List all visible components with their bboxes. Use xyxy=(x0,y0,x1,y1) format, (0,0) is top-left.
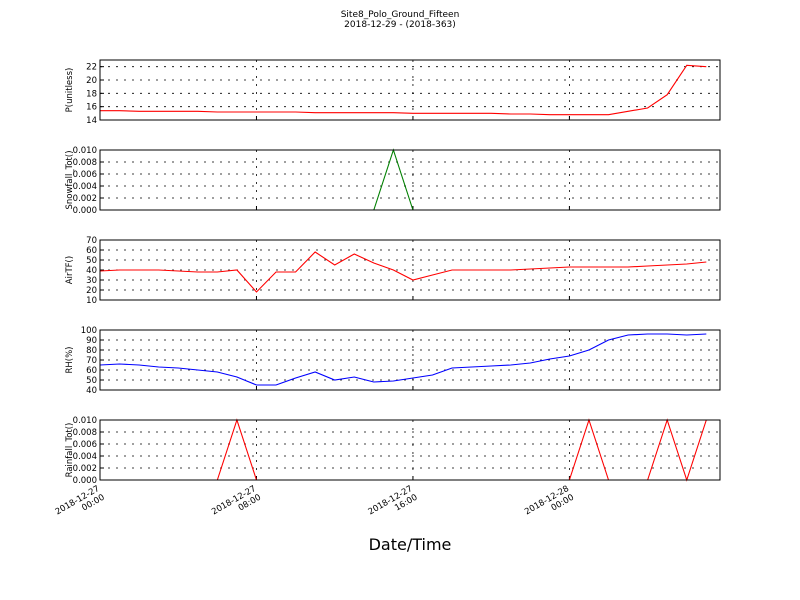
x-tick-label: 2018-12-2708:00 xyxy=(210,484,263,526)
y-tick-label: 0.006 xyxy=(73,440,97,450)
y-tick-label: 80 xyxy=(86,346,97,356)
data-line xyxy=(99,251,707,293)
y-tick-label: 10 xyxy=(86,296,97,306)
y-tick-label: 0.000 xyxy=(73,206,97,216)
y-tick-label: 90 xyxy=(86,336,97,346)
y-tick-label: 70 xyxy=(86,356,97,366)
y-tick-label: 14 xyxy=(86,116,97,126)
plot-frame xyxy=(99,419,721,481)
y-tick-label: 20 xyxy=(86,76,97,86)
y-tick-label: 0.002 xyxy=(73,464,97,474)
y-tick-label: 0.010 xyxy=(73,416,97,426)
y-tick-label: 0.006 xyxy=(73,170,97,180)
y-tick-label: 100 xyxy=(81,326,97,336)
y-tick-label: 20 xyxy=(86,286,97,296)
y-tick-label: 40 xyxy=(86,386,97,396)
chart-title: Site8_Polo_Ground_Fifteen xyxy=(341,10,460,20)
x-tick-label: 2018-12-2716:00 xyxy=(367,484,420,526)
x-tick-label: 2018-12-2800:00 xyxy=(523,484,576,526)
y-tick-label: 0.008 xyxy=(73,158,97,168)
plot-frame xyxy=(99,239,721,301)
plot-frame xyxy=(99,149,721,211)
chart-subtitle: 2018-12-29 - (2018-363) xyxy=(344,20,456,30)
y-axis-label: Snowfall_Tot() xyxy=(65,150,75,209)
data-line xyxy=(99,333,707,386)
plot-frame xyxy=(99,329,721,391)
y-axis-label: Rainfall_Tot() xyxy=(65,423,75,478)
y-tick-label: 16 xyxy=(86,103,97,113)
y-tick-label: 0.008 xyxy=(73,428,97,438)
y-tick-label: 22 xyxy=(86,63,97,73)
y-tick-label: 60 xyxy=(86,366,97,376)
y-tick-label: 0.004 xyxy=(73,182,97,192)
x-axis-label: Date/Time xyxy=(369,535,452,554)
data-line xyxy=(100,148,707,211)
y-tick-label: 0.002 xyxy=(73,194,97,204)
y-tick-label: 0.010 xyxy=(73,146,97,156)
data-line xyxy=(100,418,707,482)
y-axis-label: P(unitless) xyxy=(65,68,75,113)
y-axis-label: AirTF() xyxy=(65,256,75,284)
plot-frame xyxy=(99,59,721,121)
y-tick-label: 60 xyxy=(86,246,97,256)
y-tick-label: 50 xyxy=(86,376,97,386)
x-tick-label: 2018-12-2700:00 xyxy=(54,484,107,526)
y-tick-label: 70 xyxy=(86,236,97,246)
y-tick-label: 18 xyxy=(86,89,97,99)
y-tick-label: 40 xyxy=(86,266,97,276)
y-tick-label: 0.004 xyxy=(73,452,97,462)
y-axis-label: RH(%) xyxy=(65,346,75,373)
y-tick-label: 0.000 xyxy=(73,476,97,486)
y-tick-label: 30 xyxy=(86,276,97,286)
y-tick-label: 50 xyxy=(86,256,97,266)
data-line xyxy=(100,64,707,116)
